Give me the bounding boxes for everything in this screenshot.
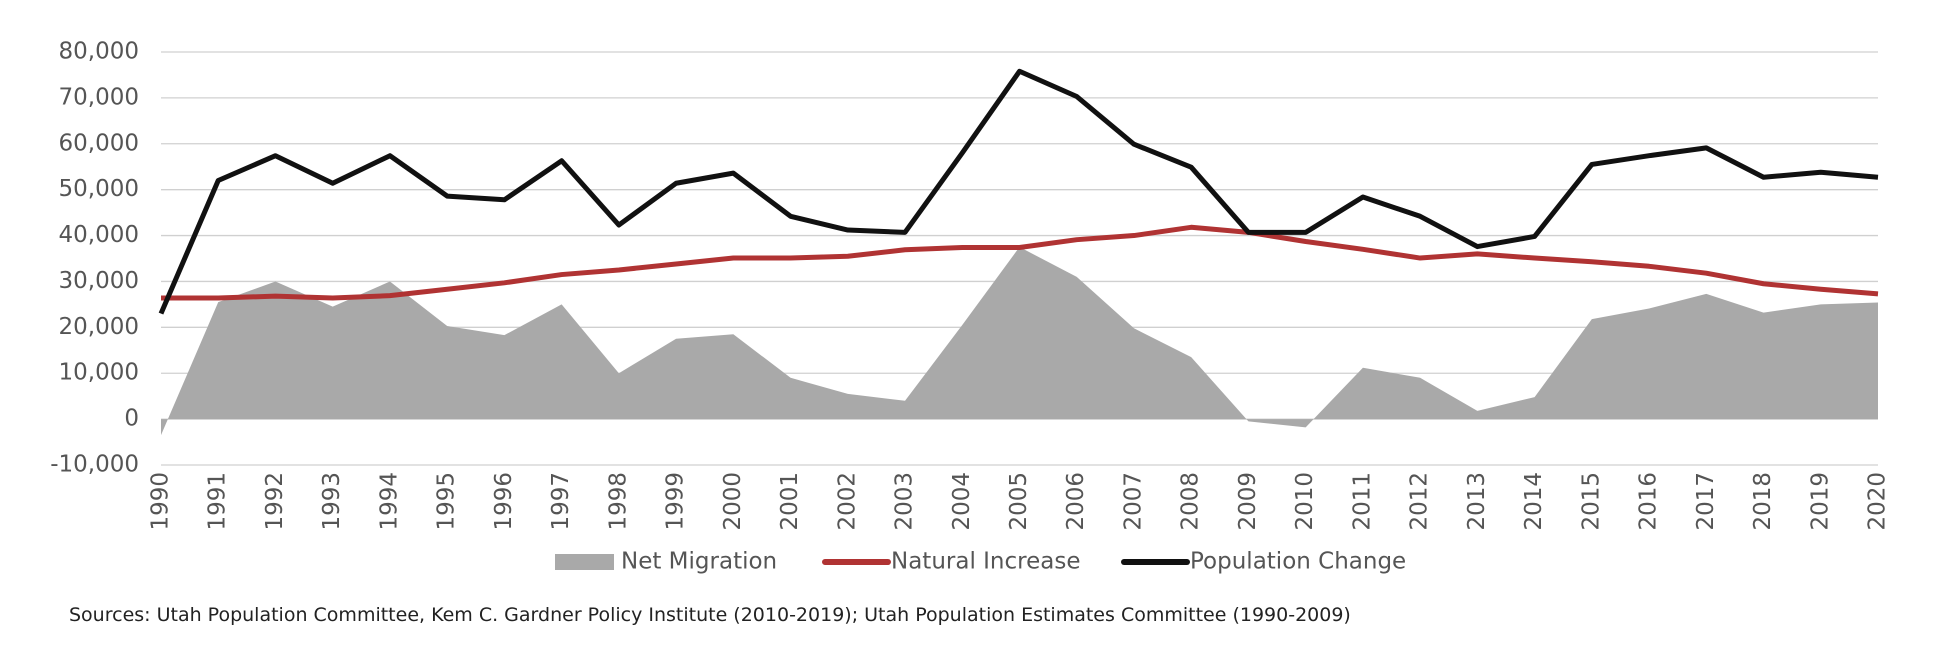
x-tick-label: 2008	[1178, 472, 1204, 531]
x-tick-label: 1994	[376, 472, 402, 531]
legend-label: Population Change	[1190, 549, 1406, 575]
x-tick-label: 2013	[1464, 472, 1490, 531]
line	[161, 224, 1879, 301]
legend-label: Net Migration	[621, 549, 777, 575]
y-tick-label: 30,000	[59, 268, 139, 294]
x-tick-label: 2019	[1807, 472, 1833, 531]
x-tick-label: 1990	[148, 472, 174, 531]
x-tick-label: 1993	[319, 472, 345, 531]
x-tick-label: 2000	[720, 472, 746, 531]
y-tick-label: 40,000	[59, 222, 139, 248]
y-tick-label: 60,000	[59, 130, 139, 156]
x-tick-label: 2005	[1006, 472, 1032, 531]
x-tick-label: 1996	[491, 472, 517, 531]
y-tick-label: 10,000	[59, 360, 139, 386]
x-tick-label: 2018	[1750, 472, 1776, 531]
x-tick-label: 2007	[1120, 472, 1146, 531]
legend-label: Natural Increase	[891, 549, 1080, 575]
x-tick-label: 2009	[1235, 472, 1261, 531]
y-tick-label: 80,000	[59, 39, 139, 65]
plot	[158, 68, 1879, 436]
x-tick-label: 2017	[1693, 472, 1719, 531]
x-tick-label: 1995	[434, 472, 460, 531]
x-tick-label: 1991	[205, 472, 231, 531]
axes: -10,000 0 10,000 20,000 30,000 40,000 50,000 60…	[50, 39, 1890, 531]
area	[161, 247, 1878, 436]
y-tick-label: 0	[124, 406, 139, 432]
x-tick-label: 2016	[1636, 472, 1662, 531]
x-tick-label: 2011	[1349, 472, 1375, 531]
x-tick-label: 2012	[1407, 472, 1433, 531]
x-tick-label: 2010	[1292, 472, 1318, 531]
x-tick-label: 2015	[1578, 472, 1604, 531]
y-tick-label: 20,000	[59, 314, 139, 340]
x-tick-label: 1997	[548, 472, 574, 531]
x-tick-label: 2003	[892, 472, 918, 531]
y-tick-label: 70,000	[59, 84, 139, 110]
x-tick-label: 1992	[262, 472, 288, 531]
legend-swatch	[555, 554, 614, 570]
x-tick-label: 1999	[663, 472, 689, 531]
x-tick-label: 2006	[1063, 472, 1089, 531]
legend: Net Migration Natural Increase Population …	[555, 549, 1406, 575]
x-tick-label: 2002	[834, 472, 860, 531]
x-tick-label: 2004	[949, 472, 975, 531]
y-tick-label: -10,000	[50, 452, 139, 478]
source-note: Sources: Utah Population Committee, Kem …	[69, 604, 1351, 626]
line	[158, 68, 1879, 315]
x-tick-label: 2014	[1521, 472, 1547, 531]
y-tick-label: 50,000	[59, 176, 139, 202]
x-tick-label: 2001	[777, 472, 803, 531]
x-tick-label: 1998	[605, 472, 631, 531]
x-tick-label: 2020	[1865, 472, 1891, 531]
